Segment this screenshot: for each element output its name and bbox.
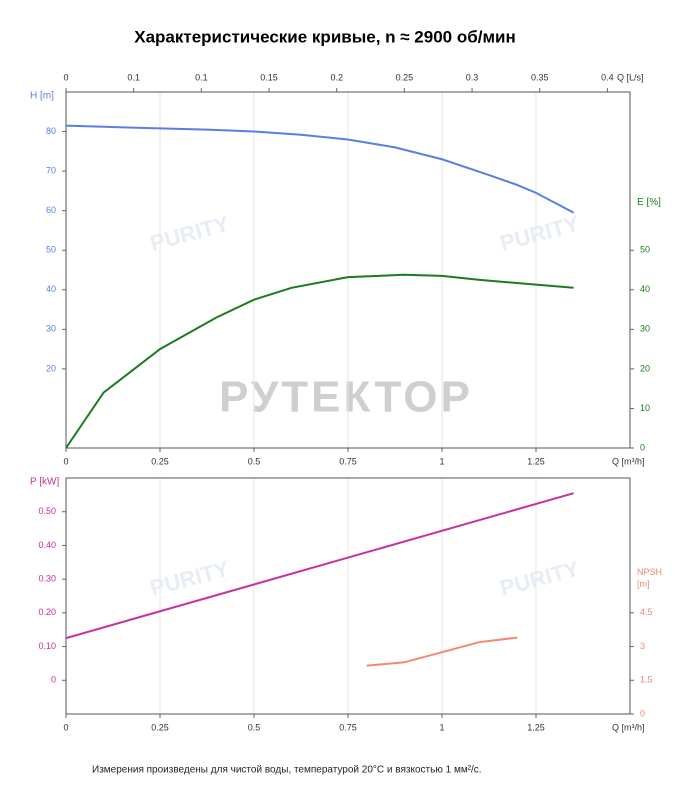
series-line [65,124,575,214]
x2-axis-label: Q [L/s] [617,72,644,82]
x-tick-label: 0.25 [151,456,169,466]
x-tick-label: 0.75 [339,722,357,732]
x-tick-label: 1.25 [527,722,545,732]
y-tick-label: 0 [51,675,56,685]
y-tick-label: 30 [46,324,56,334]
x-tick-label: 1 [439,456,444,466]
x-tick-label: 0.5 [248,722,261,732]
logo-watermark: PURITY [497,211,582,256]
y2-tick-label: 0 [640,442,645,452]
x-axis-label: Q [m³/h] [612,456,645,466]
x2-tick-label: 0.4 [601,72,614,82]
y2-tick-label: 10 [640,403,650,413]
y2-tick-label: 1.5 [640,675,653,685]
y-axis-label: H [m] [30,91,54,102]
watermark: РУТЕКТОР [219,373,473,422]
footnote: Измерения произведены для чистой воды, т… [92,765,482,776]
x2-tick-label: 0.25 [396,72,414,82]
x2-tick-label: 0 [63,72,68,82]
series-line [65,492,574,640]
y2-tick-label: 20 [640,363,650,373]
x2-tick-label: 0.1 [195,72,208,82]
plot-frame [65,91,631,449]
plot-frame [65,477,631,715]
y2-axis-label: NPSH [m] [637,567,663,589]
y-tick-label: 40 [46,284,56,294]
x-tick-label: 0 [63,722,68,732]
x-tick-label: 1 [439,722,444,732]
y-axis-label: P [kW] [30,477,59,488]
y2-tick-label: 0 [640,708,645,718]
y-tick-label: 0.10 [38,641,56,651]
x-tick-label: 0.25 [151,722,169,732]
y2-tick-label: 40 [640,284,650,294]
y2-tick-label: 50 [640,245,650,255]
x-tick-label: 0.5 [248,456,261,466]
y2-tick-label: 4.5 [640,607,653,617]
y-tick-label: 20 [46,363,56,373]
y-tick-label: 0.40 [38,540,56,550]
x2-tick-label: 0.1 [127,72,140,82]
x2-tick-label: 0.35 [531,72,549,82]
x2-tick-label: 0.15 [260,72,278,82]
y2-axis-label: E [%] [637,197,661,208]
y-tick-label: 0.50 [38,506,56,516]
x-tick-label: 1.25 [527,456,545,466]
y-tick-label: 50 [46,245,56,255]
y-tick-label: 80 [46,126,56,136]
series-line [366,636,518,667]
series-line [65,273,574,449]
y-tick-label: 60 [46,205,56,215]
x-axis-label: Q [m³/h] [612,722,645,732]
chart-title: Характеристические кривые, n ≈ 2900 об/м… [134,27,516,46]
y-tick-label: 0.30 [38,574,56,584]
y2-tick-label: 30 [640,324,650,334]
x-tick-label: 0.75 [339,456,357,466]
x2-tick-label: 0.3 [466,72,479,82]
y2-tick-label: 3 [640,641,645,651]
x-tick-label: 0 [63,456,68,466]
y-tick-label: 0.20 [38,607,56,617]
x2-tick-label: 0.2 [330,72,343,82]
logo-watermark: PURITY [497,556,582,601]
y-tick-label: 70 [46,165,56,175]
